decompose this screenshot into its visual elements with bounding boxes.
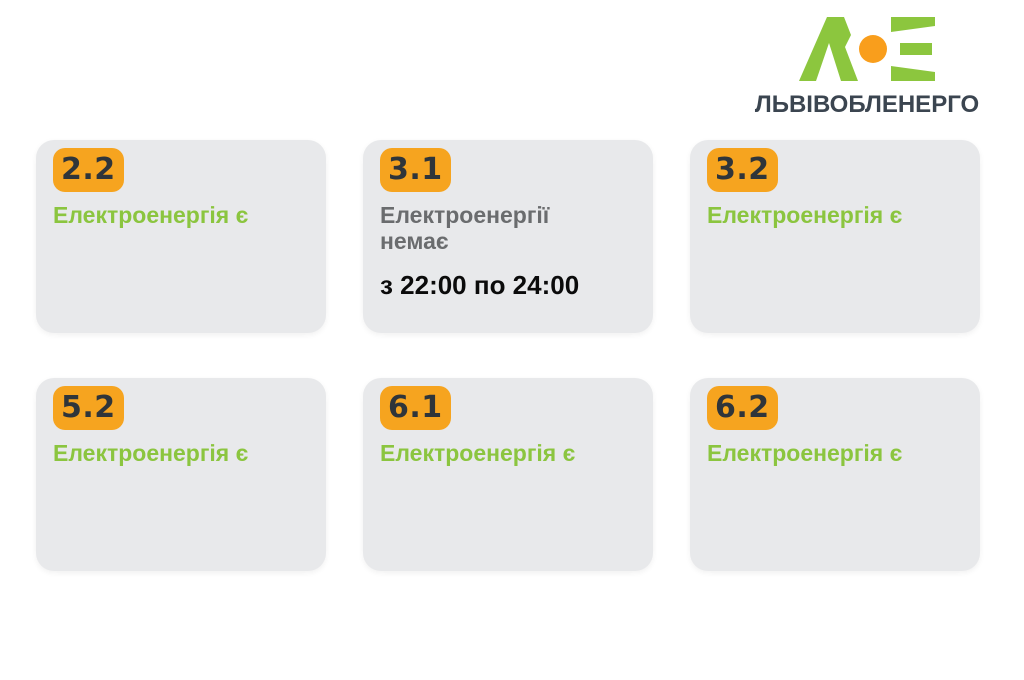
- card-group-3-1[interactable]: 3.1 Електроенергії немає з 22:00 по 24:0…: [363, 140, 653, 333]
- power-status: Електроенергія є: [707, 202, 903, 228]
- card-group-6-1[interactable]: 6.1 Електроенергія є: [363, 378, 653, 571]
- company-name: ЛЬВІВОБЛЕНЕРГО: [754, 91, 980, 118]
- power-status: Електроенергія є: [707, 440, 903, 466]
- group-badge: 2.2: [53, 148, 124, 192]
- group-badge: 5.2: [53, 386, 124, 430]
- logo-letter-l: [799, 17, 858, 81]
- power-status: Електроенергія є: [53, 440, 249, 466]
- group-badge: 6.2: [707, 386, 778, 430]
- power-status: Електроенергія є: [380, 440, 576, 466]
- card-group-6-2[interactable]: 6.2 Електроенергія є: [690, 378, 980, 571]
- groups-grid: 2.2 Електроенергія є 3.1 Електроенергії …: [36, 140, 980, 571]
- card-group-5-2[interactable]: 5.2 Електроенергія є: [36, 378, 326, 571]
- group-badge: 3.1: [380, 148, 451, 192]
- power-status: Електроенергія є: [53, 202, 249, 228]
- power-status: Електроенергії немає: [380, 202, 550, 254]
- outage-schedule: з 22:00 по 24:00: [380, 270, 580, 300]
- group-badge: 6.1: [380, 386, 451, 430]
- card-group-3-2[interactable]: 3.2 Електроенергія є: [690, 140, 980, 333]
- loe-logo-icon: [799, 17, 935, 81]
- group-badge: 3.2: [707, 148, 778, 192]
- card-group-2-2[interactable]: 2.2 Електроенергія є: [36, 140, 326, 333]
- company-logo: ЛЬВІВОБЛЕНЕРГО: [754, 17, 980, 119]
- logo-letter-e: [891, 17, 935, 81]
- logo-orange-dot: [859, 35, 887, 63]
